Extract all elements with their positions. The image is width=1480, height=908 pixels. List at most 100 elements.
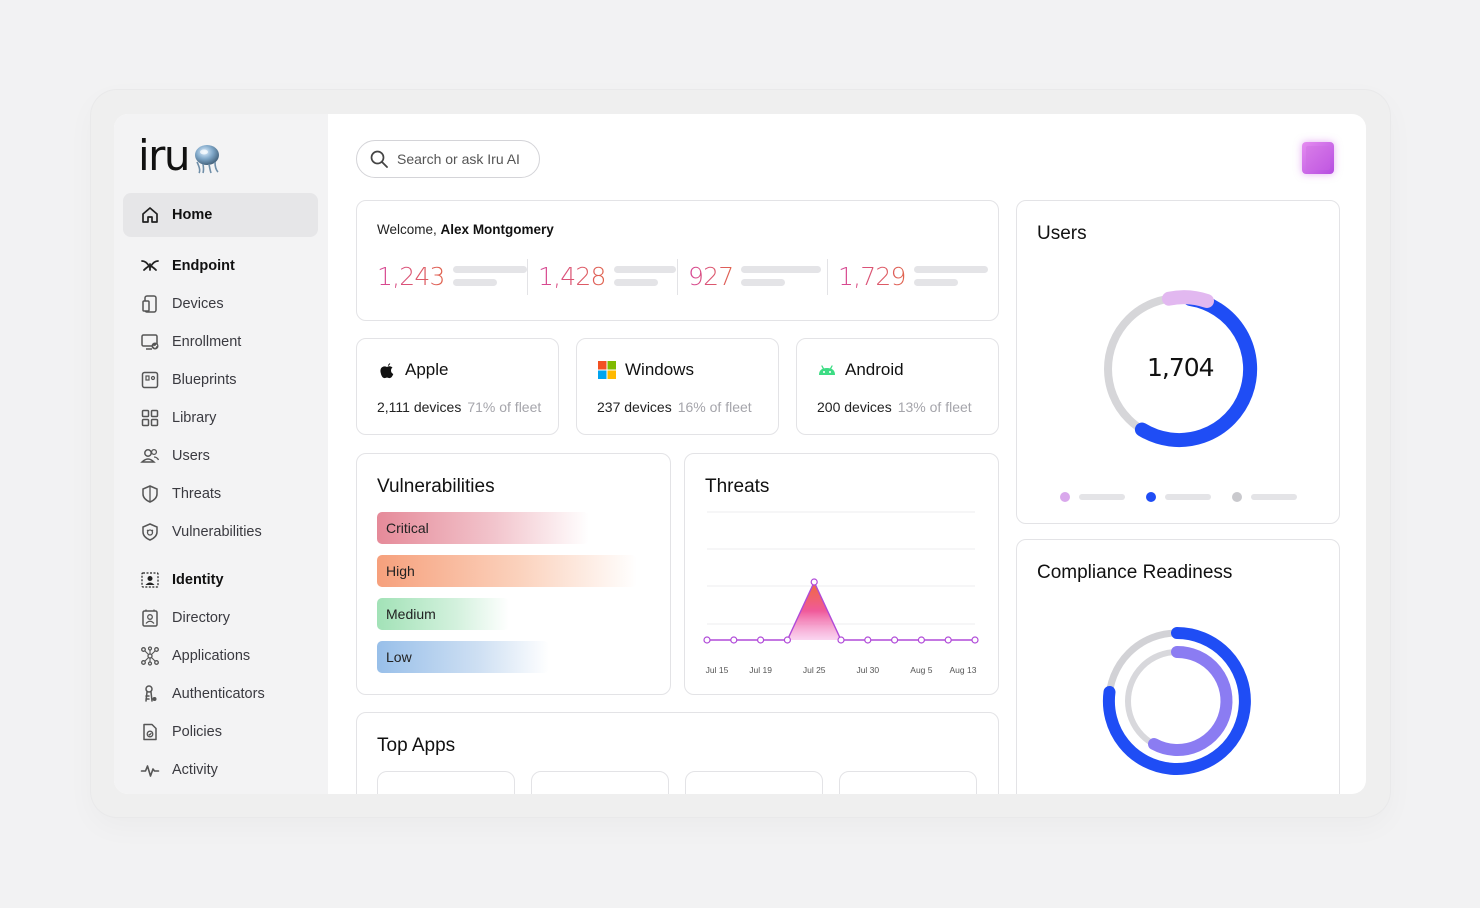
device-count: 200 devices [817, 399, 892, 415]
platform-card-apple[interactable]: Apple 2,111 devices 71% of fleet [356, 338, 559, 435]
threat-point[interactable] [971, 636, 979, 644]
legend-dot [1232, 492, 1242, 502]
sidebar-item-library[interactable]: Library [123, 399, 318, 437]
sidebar-item-label: Enrollment [172, 334, 242, 350]
platform-name: Apple [405, 360, 449, 379]
x-tick-label: Jul 30 [856, 665, 879, 675]
sidebar-item-home[interactable]: Home [123, 193, 318, 237]
iru-logo[interactable]: iru [138, 135, 223, 177]
threat-point[interactable] [864, 636, 872, 644]
search-input[interactable]: Search or ask Iru AI [356, 140, 540, 178]
device-count: 2,111 devices [377, 399, 462, 415]
platform-title: Android [817, 360, 904, 380]
sidebar-item-label: Blueprints [172, 372, 237, 388]
card-title: Vulnerabilities [377, 476, 495, 497]
threat-point[interactable] [756, 636, 765, 644]
legend-placeholder [1165, 494, 1211, 500]
sidebar-section-endpoint[interactable]: Endpoint [123, 247, 318, 285]
platform-stats: 200 devices 13% of fleet [817, 399, 972, 415]
platform-name: Android [845, 360, 904, 379]
stat-placeholder-bars [452, 266, 527, 286]
x-tick-label: Jul 19 [749, 665, 772, 675]
sidebar-section-identity[interactable]: Identity [123, 561, 318, 599]
platform-card-windows[interactable]: Windows 237 devices 16% of fleet [576, 338, 779, 435]
users-donut [1060, 290, 1297, 502]
activity-icon [140, 760, 160, 780]
threat-spike-area [787, 582, 841, 640]
sidebar-item-threats[interactable]: Threats [123, 475, 318, 513]
threats-card[interactable]: Threats Jul 15 Jul 19 Jul 25 Jul 30 Aug 5 Aug… [684, 453, 999, 695]
donut-segment-blue [1134, 291, 1258, 447]
users-card[interactable]: Users 1,704 [1016, 200, 1340, 524]
sidebar-item-label: Vulnerabilities [172, 524, 262, 540]
sidebar-item-label: Home [172, 207, 213, 223]
app-tile[interactable] [531, 771, 669, 794]
sidebar-item-enrollment[interactable]: Enrollment [123, 323, 318, 361]
threat-point[interactable] [837, 636, 845, 644]
sidebar-item-label: Devices [172, 296, 224, 312]
donut-segment-lilac [1162, 290, 1214, 308]
app-tile[interactable] [377, 771, 515, 794]
platform-card-android[interactable]: Android 200 devices 13% of fleet [796, 338, 999, 435]
android-icon [819, 365, 835, 375]
x-tick-label: Aug 13 [950, 665, 977, 675]
sidebar-item-blueprints[interactable]: Blueprints [123, 361, 318, 399]
app-tile[interactable] [839, 771, 977, 794]
threat-point[interactable] [917, 636, 925, 644]
fleet-share: 13% of fleet [897, 399, 972, 415]
sidebar-item-label: Endpoint [172, 258, 235, 274]
threat-point[interactable] [730, 636, 738, 644]
sidebar-item-users[interactable]: Users [123, 437, 318, 475]
stat-placeholder-bars [913, 266, 988, 286]
sidebar-item-label: Activity [172, 762, 218, 778]
x-tick-label: Aug 5 [910, 665, 932, 675]
vuln-bar-high[interactable]: High [377, 555, 637, 587]
search-icon [370, 150, 388, 168]
threat-point[interactable] [810, 578, 818, 586]
top-apps-card: Top Apps [356, 712, 999, 794]
sidebar-item-applications[interactable]: Applications [123, 637, 318, 675]
platform-stats: 2,111 devices 71% of fleet [377, 399, 541, 415]
stat-2[interactable]: 1,428 [538, 256, 676, 296]
vulnerabilities-card[interactable]: Vulnerabilities Critical High Medium Low [356, 453, 671, 695]
sidebar-item-directory[interactable]: Directory [123, 599, 318, 637]
stat-4[interactable]: 1,729 [838, 256, 988, 296]
stat-value: 1,243 [377, 261, 445, 291]
card-title: Top Apps [377, 735, 456, 756]
fleet-share: 16% of fleet [677, 399, 752, 415]
outer-ring-progress [1102, 627, 1251, 775]
threat-point[interactable] [783, 636, 792, 644]
apple-icon [380, 363, 394, 379]
windows-icon [598, 361, 616, 379]
app-tile[interactable] [685, 771, 823, 794]
vuln-bar-medium[interactable]: Medium [377, 598, 509, 630]
stat-1[interactable]: 1,243 [377, 256, 527, 296]
compliance-card[interactable]: Compliance Readiness [1016, 539, 1340, 794]
threat-point[interactable] [891, 636, 899, 644]
sidebar: iru Home [114, 114, 328, 794]
stat-3[interactable]: 927 [688, 256, 822, 296]
shield-bug-icon [140, 522, 160, 542]
sidebar-item-authenticators[interactable]: Authenticators [123, 675, 318, 713]
avatar[interactable] [1302, 142, 1334, 174]
stat-divider [827, 259, 828, 295]
policies-icon [140, 722, 160, 742]
sidebar-item-activity[interactable]: Activity [123, 751, 318, 789]
legend-dot [1060, 492, 1070, 502]
x-tick-label: Jul 25 [803, 665, 826, 675]
sidebar-item-policies[interactable]: Policies [123, 713, 318, 751]
user-name: Alex Montgomery [440, 222, 554, 237]
sidebar-item-vulnerabilities[interactable]: Vulnerabilities [123, 513, 318, 551]
card-title: Users [1037, 223, 1087, 244]
sidebar-item-devices[interactable]: Devices [123, 285, 318, 323]
vuln-label: High [386, 563, 415, 579]
card-title: Threats [705, 476, 770, 497]
vuln-bar-low[interactable]: Low [377, 641, 549, 673]
threat-point[interactable] [703, 636, 711, 644]
legend-placeholder [1079, 494, 1125, 500]
vuln-label: Low [386, 649, 412, 665]
authenticators-icon [140, 684, 160, 704]
threat-point[interactable] [944, 636, 952, 644]
vuln-bar-critical[interactable]: Critical [377, 512, 589, 544]
inner-ring-progress [1148, 645, 1233, 756]
